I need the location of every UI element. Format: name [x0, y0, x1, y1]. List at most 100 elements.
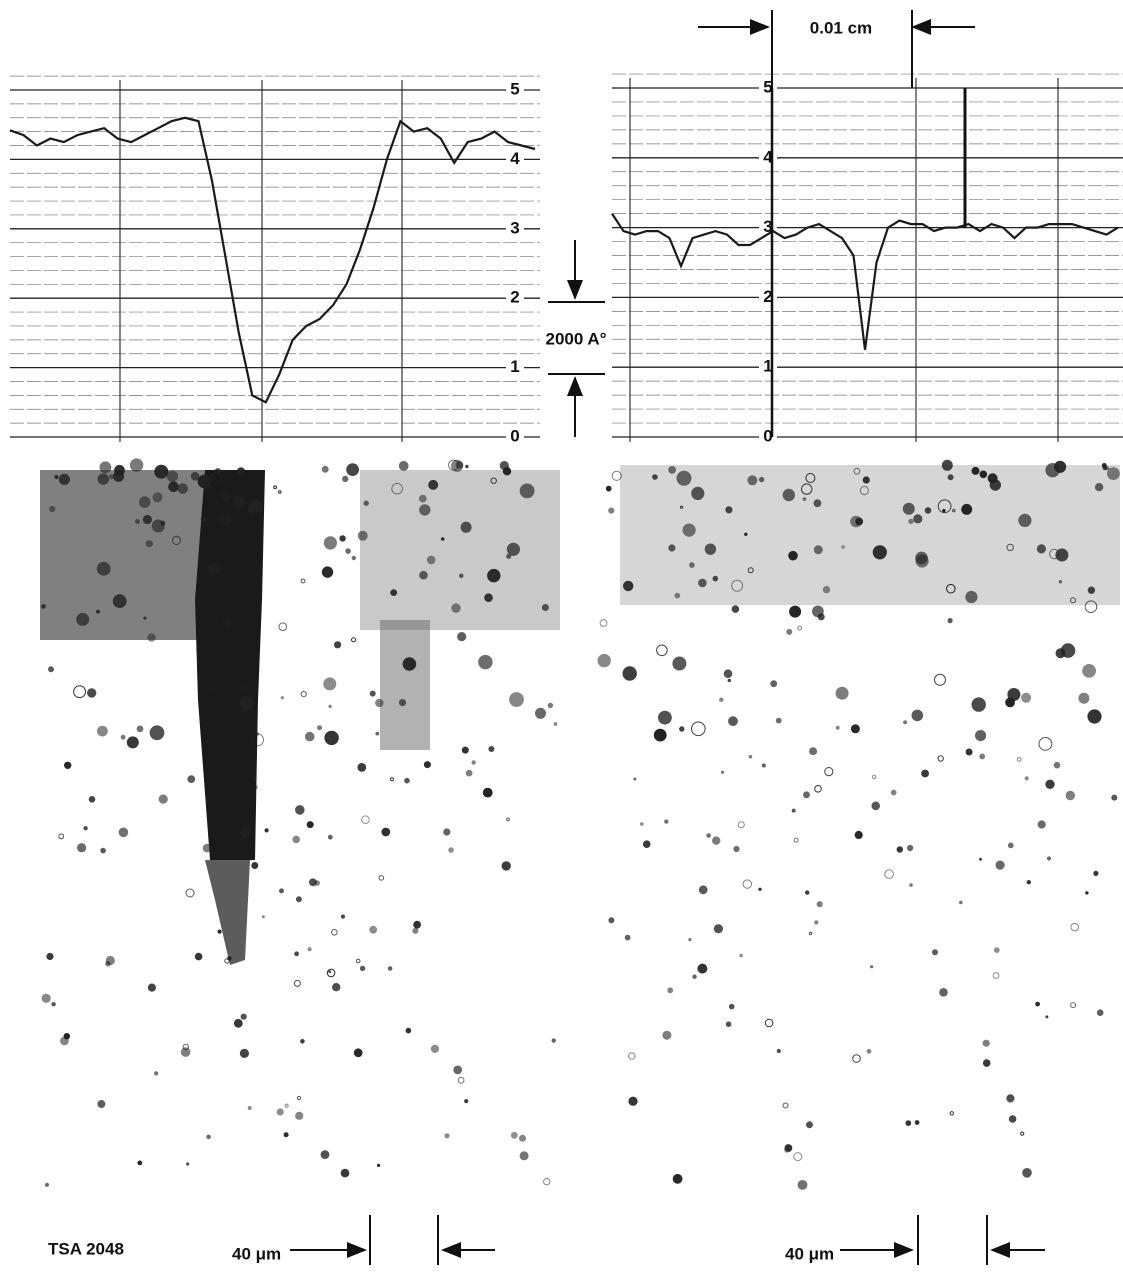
y-tick-label: 5	[510, 79, 519, 98]
particle	[866, 1048, 872, 1054]
particle	[323, 536, 337, 550]
particle	[457, 1076, 465, 1084]
particle	[460, 521, 472, 533]
particle	[278, 622, 288, 632]
particle	[797, 625, 802, 631]
particle	[240, 827, 250, 838]
particle	[855, 517, 864, 526]
particle	[451, 459, 464, 472]
particle	[1008, 1115, 1017, 1123]
particle	[737, 821, 745, 829]
particle	[1070, 597, 1076, 604]
particle	[1038, 737, 1053, 751]
particle	[296, 1095, 302, 1101]
particle	[547, 702, 554, 709]
particle	[209, 686, 215, 693]
particle	[1070, 1002, 1077, 1009]
y-tick-label: 1	[763, 357, 772, 376]
particle	[623, 580, 634, 592]
particle	[284, 1103, 289, 1108]
particle	[443, 828, 451, 836]
particle	[194, 952, 203, 961]
particle	[1022, 1168, 1032, 1178]
particle	[543, 1177, 551, 1186]
particle	[326, 968, 336, 978]
particle	[200, 516, 207, 523]
particle	[49, 505, 56, 513]
particle	[905, 1120, 912, 1126]
particle	[992, 972, 1000, 979]
particle	[541, 604, 549, 611]
particle	[658, 710, 672, 725]
particle	[871, 801, 881, 811]
particle	[689, 562, 695, 568]
particle	[965, 590, 978, 604]
particle	[884, 869, 894, 879]
particle	[1021, 692, 1032, 703]
particle	[1024, 776, 1029, 781]
particle	[448, 459, 459, 471]
particle	[96, 609, 100, 614]
particle	[428, 479, 439, 490]
particle	[697, 963, 708, 974]
particle	[1065, 790, 1076, 801]
particle	[108, 474, 114, 480]
particle	[1085, 891, 1089, 895]
particle	[129, 458, 144, 472]
particle	[459, 573, 464, 579]
particle	[725, 1021, 732, 1027]
particle	[1046, 856, 1052, 861]
particle	[48, 666, 54, 673]
particle	[947, 618, 953, 624]
particle	[788, 550, 798, 561]
particle	[712, 575, 719, 582]
particle	[805, 473, 816, 483]
particle	[339, 535, 346, 542]
particle	[363, 500, 369, 506]
particle	[862, 476, 870, 484]
particle	[1007, 842, 1014, 849]
particle	[971, 466, 980, 475]
particle	[217, 929, 222, 934]
particle	[340, 914, 346, 919]
particle	[682, 523, 696, 537]
y-tick-label: 2	[763, 287, 772, 306]
particle	[76, 612, 90, 626]
particle	[324, 730, 339, 746]
profile-line	[9, 116, 536, 404]
particle	[346, 463, 360, 477]
particle	[118, 827, 129, 838]
particle	[398, 461, 409, 471]
particle	[328, 704, 332, 709]
particle	[64, 761, 72, 769]
particle	[782, 1102, 789, 1109]
particle	[692, 974, 697, 979]
particle	[147, 983, 156, 992]
particle	[698, 885, 708, 895]
particle	[236, 467, 246, 476]
micrograph	[40, 458, 1120, 1190]
particle	[357, 763, 367, 772]
particle	[1094, 483, 1104, 492]
particle	[668, 544, 676, 552]
particle	[911, 709, 924, 722]
particle	[145, 540, 153, 548]
particle	[160, 520, 166, 526]
y-tick-label: 3	[510, 218, 519, 237]
particle	[896, 846, 903, 853]
dark-region	[620, 465, 1120, 605]
particle	[166, 470, 179, 483]
depth-label: 2000 A°	[546, 329, 607, 348]
particle	[1093, 870, 1099, 877]
particle	[775, 717, 782, 724]
particle	[688, 938, 692, 942]
particle	[691, 721, 706, 737]
particle	[813, 545, 823, 555]
particle	[791, 808, 796, 813]
particle	[801, 483, 813, 495]
particle	[430, 1044, 439, 1054]
particle	[51, 1002, 56, 1007]
particle	[1087, 709, 1102, 724]
particle	[733, 845, 740, 853]
